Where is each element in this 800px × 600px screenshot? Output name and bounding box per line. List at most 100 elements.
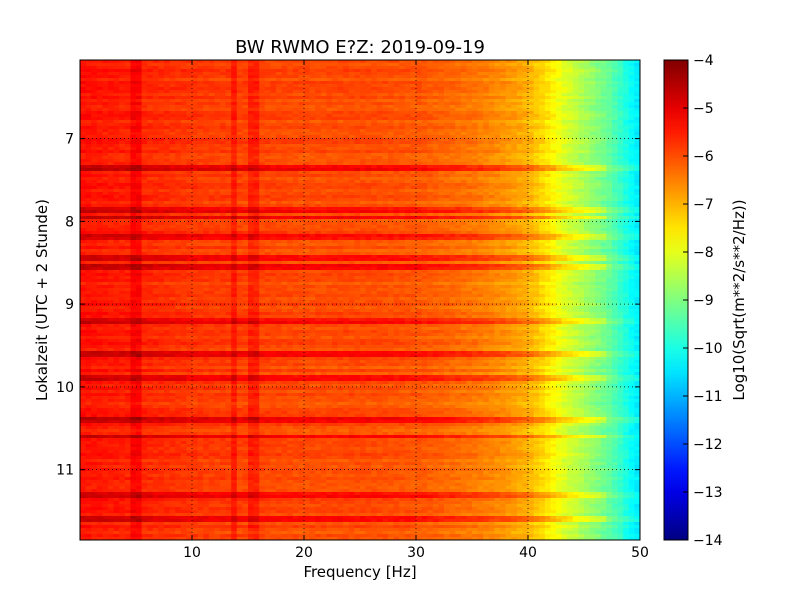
heatmap-cell [365, 195, 372, 199]
heatmap-cell [225, 69, 232, 73]
heatmap-cell [91, 150, 98, 154]
heatmap-cell [354, 144, 361, 148]
heatmap-cell [225, 165, 232, 169]
heatmap-cell [449, 153, 456, 157]
heatmap-cell [208, 162, 215, 166]
heatmap-cell [180, 60, 187, 64]
heatmap-cell [80, 198, 87, 202]
heatmap-cell [399, 93, 406, 97]
heatmap-cell [298, 69, 305, 73]
heatmap-cell [108, 84, 115, 88]
heatmap-cell [113, 102, 120, 106]
heatmap-cell [455, 72, 462, 76]
heatmap-cell [572, 69, 579, 73]
heatmap-cell [466, 69, 473, 73]
heatmap-cell [477, 105, 484, 109]
heatmap-cell [119, 147, 126, 151]
heatmap-cell [141, 78, 148, 82]
heatmap-cell [483, 192, 490, 196]
heatmap-cell [231, 207, 238, 211]
heatmap-cell [113, 105, 120, 109]
heatmap-cell [236, 147, 243, 151]
heatmap-cell [472, 141, 479, 145]
heatmap-cell [180, 159, 187, 163]
heatmap-cell [371, 126, 378, 130]
heatmap-cell [505, 111, 512, 115]
heatmap-cell [612, 114, 619, 118]
heatmap-cell [399, 165, 406, 169]
heatmap-cell [533, 195, 540, 199]
heatmap-cell [141, 129, 148, 133]
heatmap-cell [612, 156, 619, 160]
heatmap-cell [124, 186, 131, 190]
heatmap-cell [460, 129, 467, 133]
heatmap-cell [315, 150, 322, 154]
heatmap-cell [158, 111, 165, 115]
heatmap-cell [130, 201, 137, 205]
heatmap-cell [477, 132, 484, 136]
heatmap-cell [208, 180, 215, 184]
heatmap-cell [175, 90, 182, 94]
heatmap-cell [119, 171, 126, 175]
heatmap-cell [231, 117, 238, 121]
heatmap-cell [113, 120, 120, 124]
heatmap-cell [421, 144, 428, 148]
heatmap-cell [287, 90, 294, 94]
heatmap-cell [376, 75, 383, 79]
heatmap-cell [466, 159, 473, 163]
heatmap-cell [500, 189, 507, 193]
heatmap-cell [483, 60, 490, 64]
heatmap-cell [466, 111, 473, 115]
heatmap-cell [80, 96, 87, 100]
heatmap-cell [584, 81, 591, 85]
heatmap-cell [180, 192, 187, 196]
heatmap-cell [589, 129, 596, 133]
heatmap-cell [225, 60, 232, 64]
heatmap-cell [264, 123, 271, 127]
heatmap-cell [466, 72, 473, 76]
heatmap-cell [248, 183, 255, 187]
heatmap-cell [309, 174, 316, 178]
heatmap-cell [354, 159, 361, 163]
heatmap-cell [214, 186, 221, 190]
heatmap-cell [236, 201, 243, 205]
heatmap-cell [388, 177, 395, 181]
heatmap-cell [505, 171, 512, 175]
heatmap-cell [360, 84, 367, 88]
heatmap-cell [500, 105, 507, 109]
heatmap-cell [208, 75, 215, 79]
heatmap-cell [533, 117, 540, 121]
heatmap-cell [236, 93, 243, 97]
heatmap-cell [231, 78, 238, 82]
heatmap-cell [556, 198, 563, 202]
heatmap-cell [91, 153, 98, 157]
heatmap-cell [236, 189, 243, 193]
heatmap-cell [360, 159, 367, 163]
heatmap-cell [304, 78, 311, 82]
heatmap-cell [460, 168, 467, 172]
heatmap-cell [376, 105, 383, 109]
heatmap-cell [561, 183, 568, 187]
heatmap-cell [309, 129, 316, 133]
heatmap-cell [315, 93, 322, 97]
heatmap-cell [348, 207, 355, 211]
heatmap-cell [225, 96, 232, 100]
heatmap-cell [449, 129, 456, 133]
heatmap-cell [600, 111, 607, 115]
heatmap-cell [522, 201, 529, 205]
heatmap-cell [136, 105, 143, 109]
heatmap-cell [225, 111, 232, 115]
heatmap-cell [432, 75, 439, 79]
heatmap-cell [612, 195, 619, 199]
heatmap-cell [343, 132, 350, 136]
heatmap-cell [354, 66, 361, 70]
heatmap-cell [220, 198, 227, 202]
heatmap-cell [376, 189, 383, 193]
heatmap-cell [130, 108, 137, 112]
heatmap-cell [152, 111, 159, 115]
heatmap-cell [623, 117, 630, 121]
heatmap-cell [477, 141, 484, 145]
heatmap-cell [416, 105, 423, 109]
heatmap-cell [281, 66, 288, 70]
heatmap-cell [544, 177, 551, 181]
